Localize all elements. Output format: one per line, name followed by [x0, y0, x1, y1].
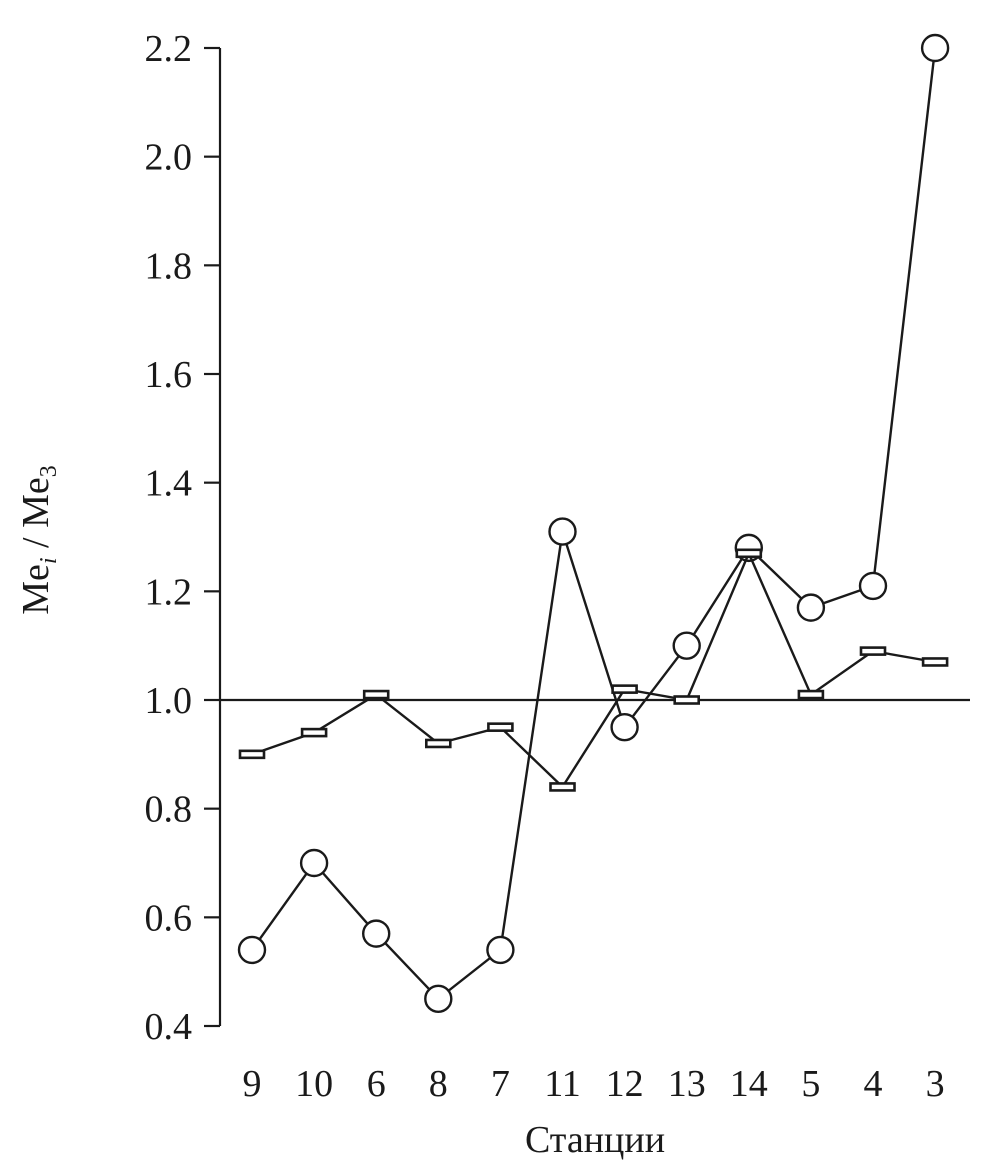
- x-tick-label: 10: [295, 1063, 333, 1105]
- y-tick-label: 1.8: [145, 245, 193, 287]
- data-point: [486, 935, 515, 965]
- x-tick-label: 11: [544, 1063, 581, 1105]
- x-tick-label: 14: [730, 1063, 768, 1105]
- series-1-circle: [237, 33, 950, 1014]
- x-tick-label: 9: [243, 1063, 262, 1105]
- data-point: [797, 689, 825, 700]
- y-axis-title-main: Me: [15, 564, 57, 615]
- y-axis-title-separator: / Me: [15, 477, 57, 557]
- y-tick-label: 1.0: [145, 680, 193, 722]
- data-point: [672, 631, 701, 660]
- data-point: [921, 657, 949, 667]
- y-axis: 0.4 0.6 0.8 1.0 1.2 1.4 1.6 1.8 2.0 2.2: [145, 28, 222, 1048]
- y-axis-title-sub-3: 3: [36, 465, 62, 477]
- y-tick-label: 1.6: [145, 354, 193, 396]
- data-point: [424, 984, 453, 1014]
- data-point: [611, 684, 638, 694]
- data-point: [548, 517, 577, 546]
- data-point: [920, 33, 950, 63]
- series-group: [237, 33, 950, 1014]
- data-point: [362, 689, 390, 700]
- y-tick-label: 0.4: [145, 1006, 193, 1048]
- y-tick-label: 1.4: [145, 463, 193, 505]
- x-tick-label: 4: [864, 1063, 883, 1105]
- x-tick-label: 5: [801, 1063, 820, 1105]
- y-tick-label: 2.0: [145, 137, 193, 179]
- data-point: [796, 593, 826, 622]
- y-tick-label: 2.2: [145, 28, 193, 70]
- data-point: [549, 782, 576, 792]
- x-axis: 9 10 6 8 7 11 12 13 14 5 4 3: [243, 1063, 945, 1105]
- x-tick-label: 6: [367, 1063, 386, 1105]
- data-point: [237, 935, 267, 965]
- y-axis-title: Mei / Me3: [15, 465, 62, 615]
- data-point: [362, 919, 391, 948]
- x-tick-label: 13: [668, 1063, 706, 1105]
- y-tick-label: 0.6: [145, 897, 193, 939]
- series-2-dash: [238, 548, 949, 792]
- data-point: [673, 695, 701, 705]
- data-point: [859, 646, 887, 656]
- x-tick-label: 3: [926, 1063, 945, 1105]
- data-point: [300, 727, 328, 738]
- x-tick-label: 8: [429, 1063, 448, 1105]
- series-line: [251, 550, 936, 789]
- data-point: [299, 848, 329, 878]
- data-point: [238, 749, 266, 760]
- y-tick-label: 0.8: [145, 789, 193, 831]
- series-line: [251, 47, 937, 1001]
- y-axis-title-sub-i: i: [36, 557, 62, 564]
- y-tick-label: 1.2: [145, 571, 193, 613]
- x-tick-label: 12: [606, 1063, 644, 1105]
- data-point: [858, 571, 888, 601]
- x-tick-label: 7: [491, 1063, 510, 1105]
- data-point: [487, 722, 514, 732]
- data-point: [610, 712, 639, 742]
- data-point: [735, 548, 763, 559]
- data-point: [424, 738, 452, 749]
- x-axis-title: Станции: [525, 1119, 665, 1161]
